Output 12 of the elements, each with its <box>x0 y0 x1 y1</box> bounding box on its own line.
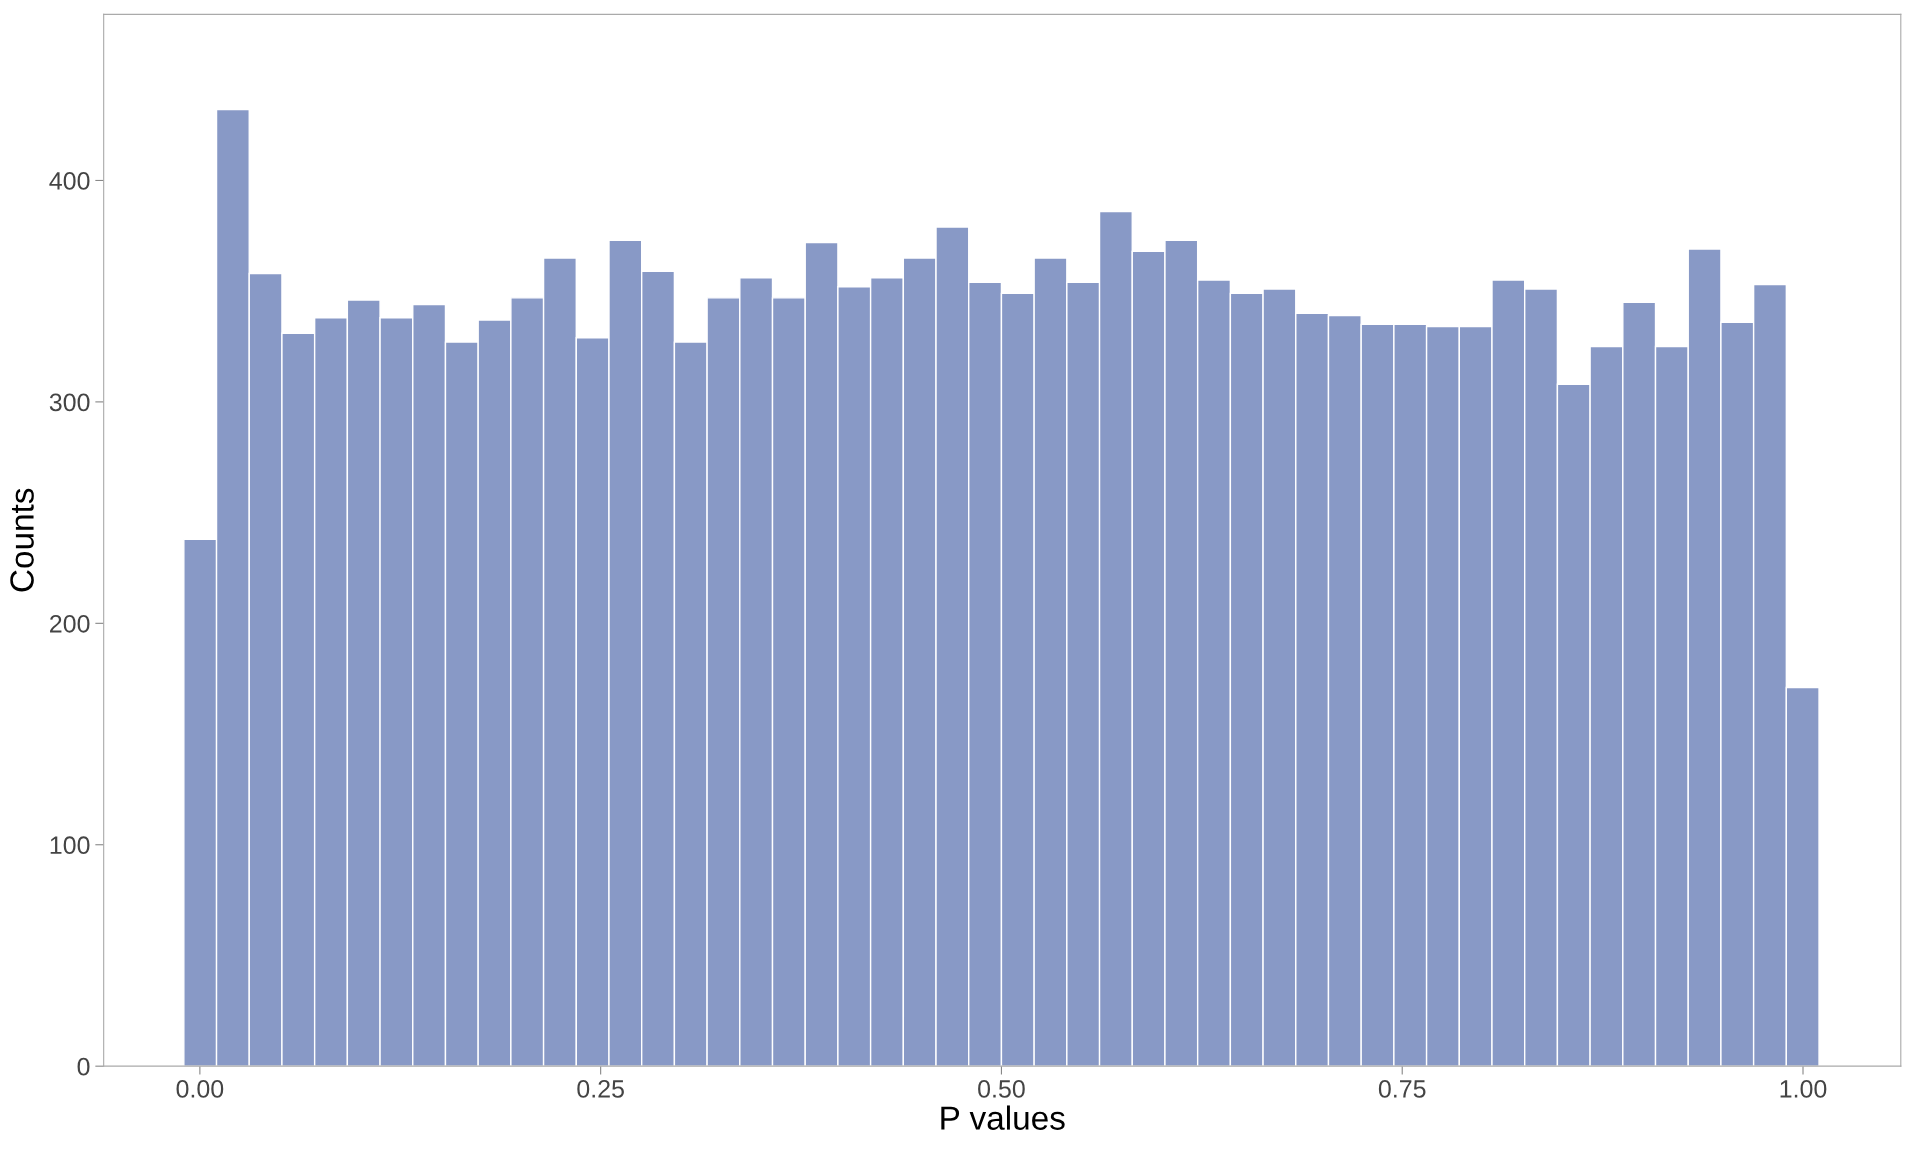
y-axis-title: Counts <box>10 488 34 592</box>
x-tick-label: 1.00 <box>1780 1080 1827 1098</box>
y-tick-label: 0 <box>77 1057 90 1076</box>
x-tick-label: 0.25 <box>577 1080 624 1098</box>
y-tick-label: 100 <box>50 836 90 855</box>
y-tick-label: 400 <box>49 172 90 190</box>
y-tick-label: 300 <box>49 393 90 412</box>
x-axis-title: P values <box>941 1105 1065 1130</box>
x-tick-label: 0.75 <box>1378 1080 1426 1098</box>
x-tick-label: 0.50 <box>978 1080 1025 1098</box>
x-tick-label: 0.00 <box>176 1080 224 1098</box>
y-tick-label: 200 <box>50 614 90 633</box>
